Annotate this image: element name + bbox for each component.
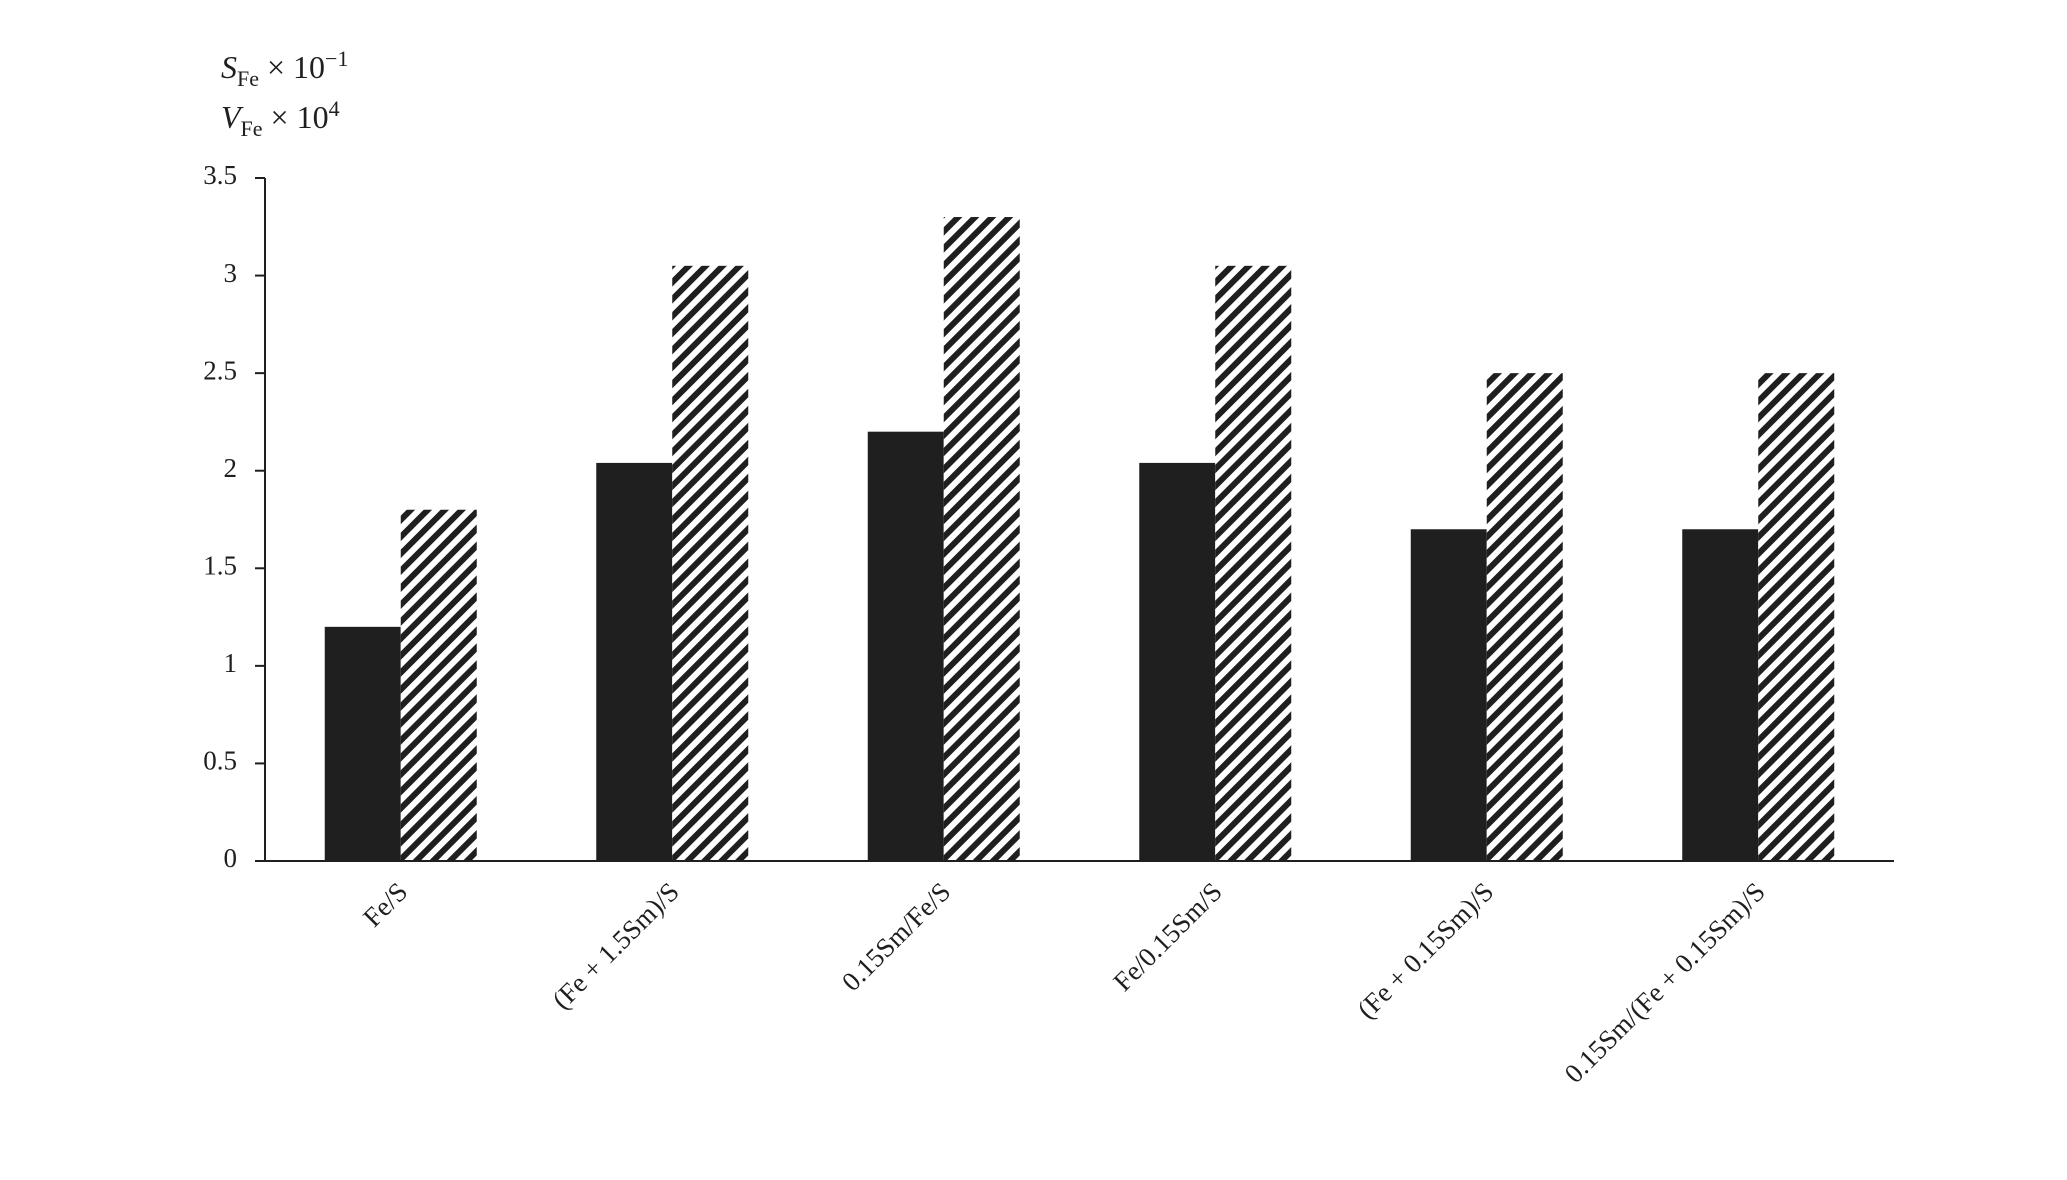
bar <box>1682 529 1759 861</box>
bar <box>1486 373 1563 861</box>
y-label-subscript: Fe <box>241 116 263 141</box>
y-tick-label: 3 <box>224 258 238 288</box>
y-tick-label: 3.5 <box>203 160 237 190</box>
bar <box>672 265 749 861</box>
bar <box>867 431 944 861</box>
bar <box>943 217 1020 861</box>
y-axis-label: SFe × 10−1 <box>221 46 348 91</box>
x-tick-label: Fe/0.15Sm/S <box>1107 876 1227 996</box>
y-tick-label: 1.5 <box>203 550 237 580</box>
y-label-subscript: Fe <box>237 66 259 91</box>
y-label-symbol: V <box>221 99 244 135</box>
x-tick-label: 0.15Sm/Fe/S <box>836 876 956 996</box>
x-tick-label: (Fe + 1.5Sm)/S <box>546 876 685 1015</box>
bar <box>400 509 477 861</box>
bar <box>1410 529 1487 861</box>
y-label-factor: × 10 <box>271 99 329 135</box>
y-tick-label: 2 <box>224 453 238 483</box>
y-axis-label: VFe × 104 <box>221 96 340 141</box>
bar <box>1215 265 1292 861</box>
bar <box>596 462 673 861</box>
bar <box>324 626 401 861</box>
x-tick-label: Fe/S <box>357 876 413 932</box>
x-tick-label: (Fe + 0.15Sm)/S <box>1351 876 1499 1024</box>
x-tick-label: 0.15Sm/(Fe + 0.15Sm)/S <box>1559 876 1771 1088</box>
bar <box>1139 462 1216 861</box>
y-label-exponent: 4 <box>329 96 340 121</box>
y-tick-label: 0.5 <box>203 746 237 776</box>
y-label-factor: × 10 <box>267 49 325 85</box>
y-label-symbol: S <box>221 49 237 85</box>
y-label-exponent: −1 <box>325 46 348 71</box>
y-tick-label: 2.5 <box>203 355 237 385</box>
y-tick-label: 0 <box>224 843 238 873</box>
y-tick-label: 1 <box>224 648 238 678</box>
bar <box>1758 373 1835 861</box>
